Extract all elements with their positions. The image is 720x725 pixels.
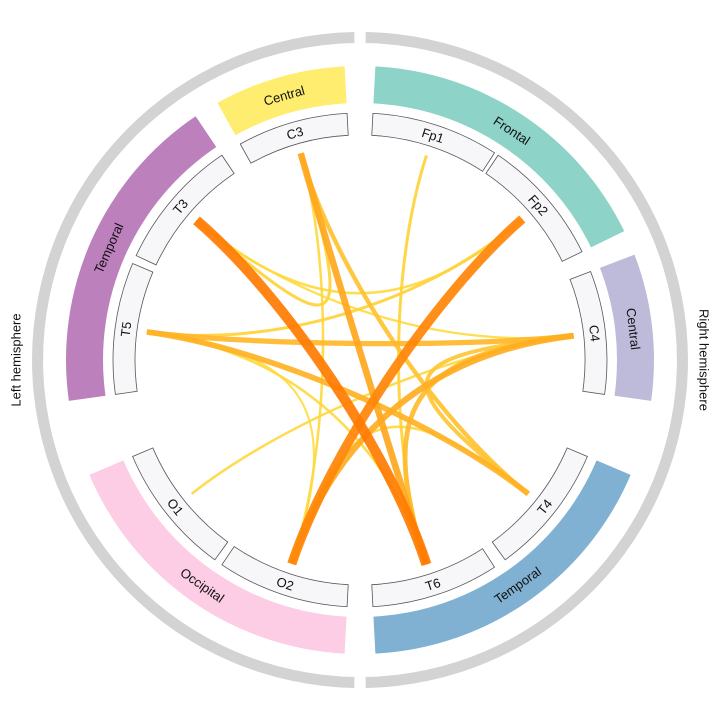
channel-label-t5: T5 xyxy=(118,321,135,338)
channel-label-t4: T4 xyxy=(534,496,555,517)
channel-label-o2: O2 xyxy=(275,574,296,594)
region-label-central-right: Central xyxy=(623,307,643,350)
channel-label-c4: C4 xyxy=(586,324,603,342)
channel-arc-c4 xyxy=(569,270,608,395)
channel-arc-t5 xyxy=(112,262,154,395)
hemisphere-ring: Left hemisphere Right hemisphere xyxy=(9,32,712,688)
region-arc-frontal xyxy=(373,66,625,248)
hemisphere-label-left: Left hemisphere xyxy=(9,313,24,406)
region-arc-occipital xyxy=(89,460,347,654)
channel-arc-o2 xyxy=(221,545,349,608)
channel-arc-t4 xyxy=(491,447,588,561)
region-arc-temporal-left xyxy=(65,116,217,401)
connection-t5-t4 xyxy=(146,329,531,497)
region-ring: FrontalCentralTemporalOccipitalTemporalC… xyxy=(65,66,655,654)
connection-t3-t6 xyxy=(193,216,432,567)
channel-arc-c3 xyxy=(239,112,349,164)
connection-fp2-o2 xyxy=(287,215,526,566)
channel-arc-t6 xyxy=(371,548,496,608)
channel-label-t6: T6 xyxy=(423,575,442,594)
channel-label-c3: C3 xyxy=(285,124,305,143)
region-arc-temporal-right xyxy=(373,460,631,654)
hemisphere-label-right: Right hemisphere xyxy=(697,309,712,411)
channel-label-t3: T3 xyxy=(170,196,191,217)
region-arc-central-right xyxy=(599,254,655,401)
region-arc-central-left xyxy=(217,66,347,136)
channel-arc-t3 xyxy=(135,154,235,266)
channel-label-fp1: Fp1 xyxy=(420,125,446,146)
channel-arc-fp1 xyxy=(371,112,496,172)
channel-arc-o1 xyxy=(132,447,229,561)
connections-layer xyxy=(146,152,574,567)
channel-arc-fp2 xyxy=(485,154,583,262)
